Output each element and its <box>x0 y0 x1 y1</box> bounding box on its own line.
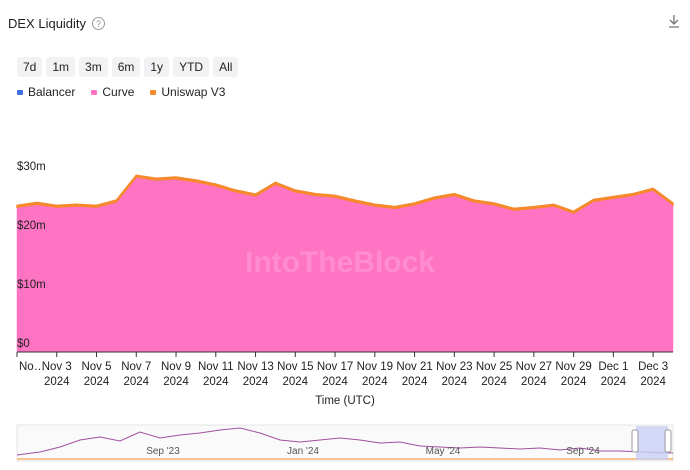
x-tick-label: Nov 19 <box>357 361 393 373</box>
legend-swatch <box>150 89 157 95</box>
legend-swatch <box>91 89 98 95</box>
legend-label: Curve <box>102 85 135 99</box>
y-tick-label: $0 <box>17 338 30 350</box>
x-tick-label: Dec 1 <box>598 361 628 373</box>
x-tick-label: Nov 23 <box>436 361 472 373</box>
watermark: IntoTheBlock <box>245 246 435 279</box>
x-tick-year: 2024 <box>322 376 348 388</box>
x-tick-year: 2024 <box>561 376 587 388</box>
x-tick-label: Nov 11 <box>198 361 234 373</box>
x-tick-label: Nov 25 <box>476 361 512 373</box>
x-tick-label: Nov 3 <box>42 361 72 373</box>
x-tick-year: 2024 <box>283 376 309 388</box>
x-tick-year: 2024 <box>44 376 70 388</box>
y-tick-label: $30m <box>17 161 46 173</box>
navigator: Sep '23 Jan '24 May '24 Sep '24 <box>16 424 674 462</box>
navigator-line <box>16 427 674 456</box>
x-tick-year: 2024 <box>362 376 388 388</box>
legend-label: Balancer <box>28 85 76 99</box>
navigator-frame <box>16 424 674 462</box>
x-tick-label: Nov 17 <box>317 361 353 373</box>
x-tick-year: 2024 <box>402 376 428 388</box>
areas <box>16 174 674 353</box>
area <box>16 176 674 352</box>
navigator-label: Jan '24 <box>287 446 319 457</box>
range-button[interactable]: 7d <box>17 57 43 77</box>
area <box>16 174 674 214</box>
legend-item[interactable]: Curve <box>91 85 134 99</box>
download-icon[interactable] <box>668 14 680 28</box>
range-buttons: 7d 1m 3m 6m 1y YTD All <box>17 57 239 77</box>
range-button[interactable]: All <box>213 57 239 77</box>
range-button[interactable]: 3m <box>79 57 108 77</box>
navigator-label: Sep '23 <box>146 446 180 457</box>
chart-title: DEX Liquidity <box>8 16 87 31</box>
x-tick-year: 2024 <box>601 376 627 388</box>
navigator-handle[interactable] <box>664 429 672 453</box>
x-tick-year: 2024 <box>521 376 547 388</box>
navigator-handle[interactable] <box>631 429 639 453</box>
x-tick-label: Nov 29 <box>555 361 591 373</box>
y-tick-label: $20m <box>17 220 46 232</box>
x-tick-year: 2024 <box>640 376 666 388</box>
x-tick-year: 2024 <box>163 376 189 388</box>
x-tick-label: No… <box>19 361 45 373</box>
x-tick-label: Nov 9 <box>161 361 191 373</box>
x-tick-label: Nov 21 <box>396 361 432 373</box>
x-tick-label: Nov 27 <box>516 361 552 373</box>
legend-label: Uniswap V3 <box>161 85 226 99</box>
x-tick-label: Nov 5 <box>81 361 111 373</box>
header: DEX Liquidity ? <box>8 16 106 31</box>
x-tick-year: 2024 <box>203 376 229 388</box>
x-tick-year: 2024 <box>481 376 507 388</box>
navigator-label: Sep '24 <box>566 446 600 457</box>
x-tick-label: Dec 3 <box>638 361 668 373</box>
range-button[interactable]: 1y <box>144 57 170 77</box>
x-tick-year: 2024 <box>243 376 269 388</box>
x-tick-label: Nov 7 <box>121 361 151 373</box>
legend: Balancer Curve Uniswap V3 <box>17 85 225 99</box>
x-tick-year: 2024 <box>84 376 110 388</box>
x-axis-title: Time (UTC) <box>315 395 375 407</box>
x-tick-year: 2024 <box>442 376 468 388</box>
x-tick-year: 2024 <box>123 376 149 388</box>
legend-item[interactable]: Balancer <box>17 85 75 99</box>
x-tick-label: Nov 15 <box>277 361 313 373</box>
navigator-selection[interactable] <box>636 426 668 460</box>
range-button[interactable]: YTD <box>173 57 210 77</box>
range-button[interactable]: 6m <box>111 57 141 77</box>
legend-item[interactable]: Uniswap V3 <box>150 85 225 99</box>
range-button[interactable]: 1m <box>46 57 76 77</box>
navigator-label: May '24 <box>426 446 461 457</box>
x-tick-label: Nov 13 <box>237 361 273 373</box>
y-tick-label: $10m <box>17 279 46 291</box>
legend-swatch <box>17 89 23 95</box>
help-icon[interactable]: ? <box>92 17 106 30</box>
